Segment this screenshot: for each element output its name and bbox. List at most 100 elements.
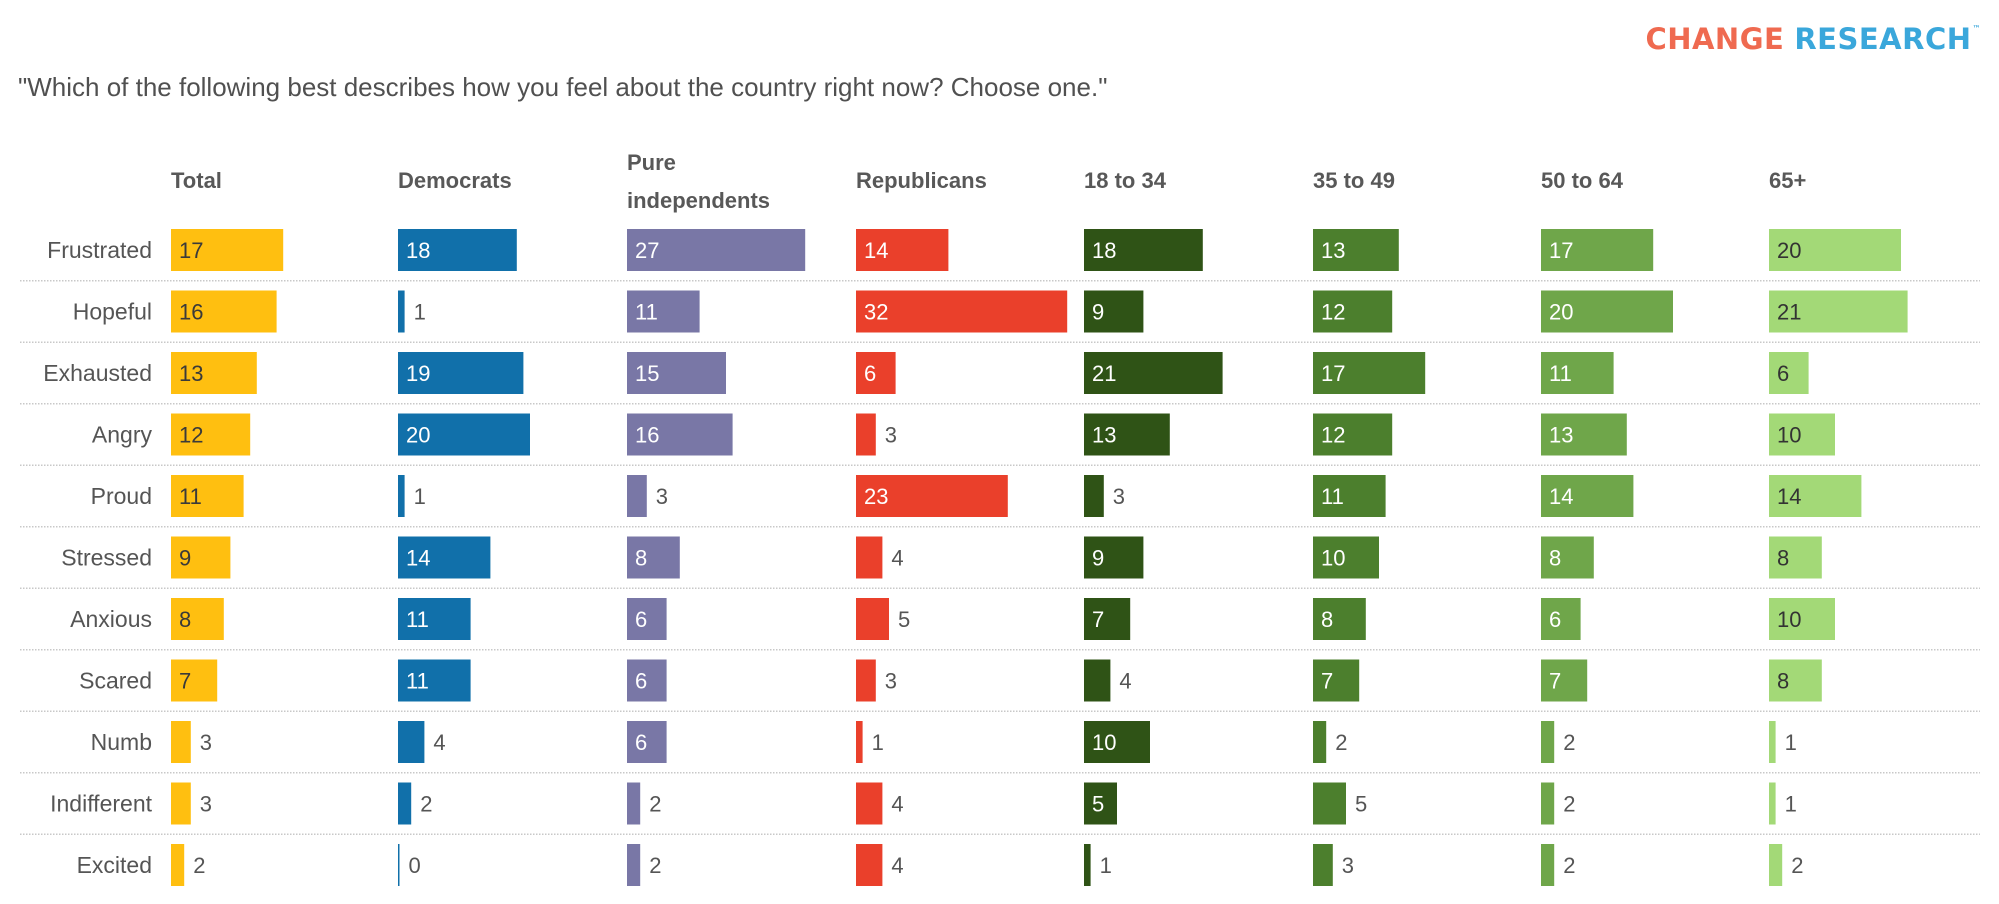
column-header-65-: 65+ (1769, 168, 1806, 193)
bar-18-to-34-proud (1084, 475, 1104, 517)
column-header-republicans: Republicans (856, 168, 987, 193)
value-label: 3 (656, 484, 668, 509)
column-header-total: Total (171, 168, 222, 193)
value-label: 10 (1777, 607, 1801, 632)
row-label-indifferent: Indifferent (50, 791, 152, 817)
bar-18-to-34-hopeful (1084, 290, 1144, 333)
bar-35-to-49-scared (1313, 659, 1360, 702)
value-label: 8 (1321, 607, 1333, 632)
value-label: 4 (891, 792, 903, 817)
value-label: 23 (864, 484, 888, 509)
bar-pure-independents-indifferent (627, 782, 641, 825)
bar-total-indifferent (171, 782, 191, 825)
bar-65--angry (1769, 413, 1835, 456)
bar-18-to-34-numb (1084, 721, 1150, 763)
value-label: 15 (635, 361, 659, 386)
bar-35-to-49-indifferent (1313, 782, 1346, 825)
bar-pure-independents-excited (627, 844, 641, 886)
value-label: 8 (1777, 669, 1789, 694)
bar-35-to-49-anxious (1313, 598, 1366, 640)
value-label: 6 (1777, 361, 1789, 386)
bar-pure-independents-frustrated (627, 229, 806, 271)
bar-democrats-excited (398, 844, 400, 886)
bar-pure-independents-angry (627, 413, 733, 456)
bar-35-to-49-proud (1313, 475, 1386, 517)
value-label: 1 (1785, 792, 1797, 817)
value-label: 11 (1321, 484, 1344, 509)
value-label: 6 (635, 669, 647, 694)
value-label: 10 (1321, 546, 1345, 571)
bar-35-to-49-exhausted (1313, 352, 1426, 394)
value-label: 3 (885, 669, 897, 694)
value-label: 2 (1791, 853, 1803, 878)
bar-50-to-64-scared (1541, 659, 1588, 702)
row-label-anxious: Anxious (70, 606, 152, 632)
bar-50-to-64-hopeful (1541, 290, 1673, 333)
trademark-symbol: ™ (1972, 24, 1981, 33)
value-label: 8 (635, 546, 647, 571)
value-label: 3 (200, 730, 212, 755)
bar-pure-independents-exhausted (627, 352, 726, 394)
bar-65--hopeful (1769, 290, 1908, 333)
value-label: 0 (409, 853, 421, 878)
bar-republicans-stressed (856, 536, 883, 579)
row-label-frustrated: Frustrated (47, 237, 152, 263)
value-label: 5 (1092, 792, 1104, 817)
value-label: 18 (1092, 238, 1116, 263)
row-label-hopeful: Hopeful (73, 299, 152, 325)
value-label: 20 (1777, 238, 1801, 263)
value-label: 17 (1321, 361, 1345, 386)
bar-democrats-proud (398, 475, 405, 517)
bar-50-to-64-numb (1541, 721, 1555, 763)
value-label: 5 (1355, 792, 1367, 817)
value-label: 4 (891, 546, 903, 571)
value-label: 4 (891, 853, 903, 878)
value-label: 32 (864, 300, 888, 325)
value-label: 7 (179, 669, 191, 694)
bar-total-scared (171, 659, 218, 702)
value-label: 14 (1777, 484, 1801, 509)
value-label: 4 (433, 730, 445, 755)
value-label: 2 (1563, 853, 1575, 878)
value-label: 4 (1119, 669, 1131, 694)
value-label: 17 (179, 238, 203, 263)
value-label: 13 (1549, 423, 1573, 448)
bar-total-frustrated (171, 229, 284, 271)
value-label: 9 (1092, 300, 1104, 325)
bar-pure-independents-hopeful (627, 290, 700, 333)
bar-republicans-indifferent (856, 782, 883, 825)
bar-50-to-64-proud (1541, 475, 1634, 517)
value-label: 21 (1092, 361, 1116, 386)
value-label: 2 (420, 792, 432, 817)
bar-democrats-indifferent (398, 782, 412, 825)
logo-part-change: CHANGE (1645, 22, 1785, 56)
value-label: 6 (635, 607, 647, 632)
value-label: 2 (649, 792, 661, 817)
value-label: 8 (179, 607, 191, 632)
bar-democrats-scared (398, 659, 471, 702)
value-label: 13 (179, 361, 203, 386)
bar-35-to-49-hopeful (1313, 290, 1393, 333)
value-label: 11 (635, 300, 658, 325)
column-header-50-to-64: 50 to 64 (1541, 168, 1624, 193)
value-label: 20 (1549, 300, 1573, 325)
bar-pure-independents-numb (627, 721, 667, 763)
bar-18-to-34-frustrated (1084, 229, 1203, 271)
bar-65--stressed (1769, 536, 1822, 579)
column-header-35-to-49: 35 to 49 (1313, 168, 1395, 193)
value-label: 2 (193, 853, 205, 878)
bar-total-numb (171, 721, 191, 763)
value-label: 7 (1321, 669, 1333, 694)
bar-65--scared (1769, 659, 1822, 702)
bar-50-to-64-angry (1541, 413, 1627, 456)
bar-democrats-exhausted (398, 352, 524, 394)
value-label: 1 (414, 300, 426, 325)
bar-65--proud (1769, 475, 1862, 517)
bar-18-to-34-stressed (1084, 536, 1144, 579)
bar-pure-independents-stressed (627, 536, 680, 579)
value-label: 9 (179, 546, 191, 571)
bar-democrats-anxious (398, 598, 471, 640)
bar-50-to-64-anxious (1541, 598, 1581, 640)
value-label: 6 (864, 361, 876, 386)
bar-35-to-49-excited (1313, 844, 1333, 886)
